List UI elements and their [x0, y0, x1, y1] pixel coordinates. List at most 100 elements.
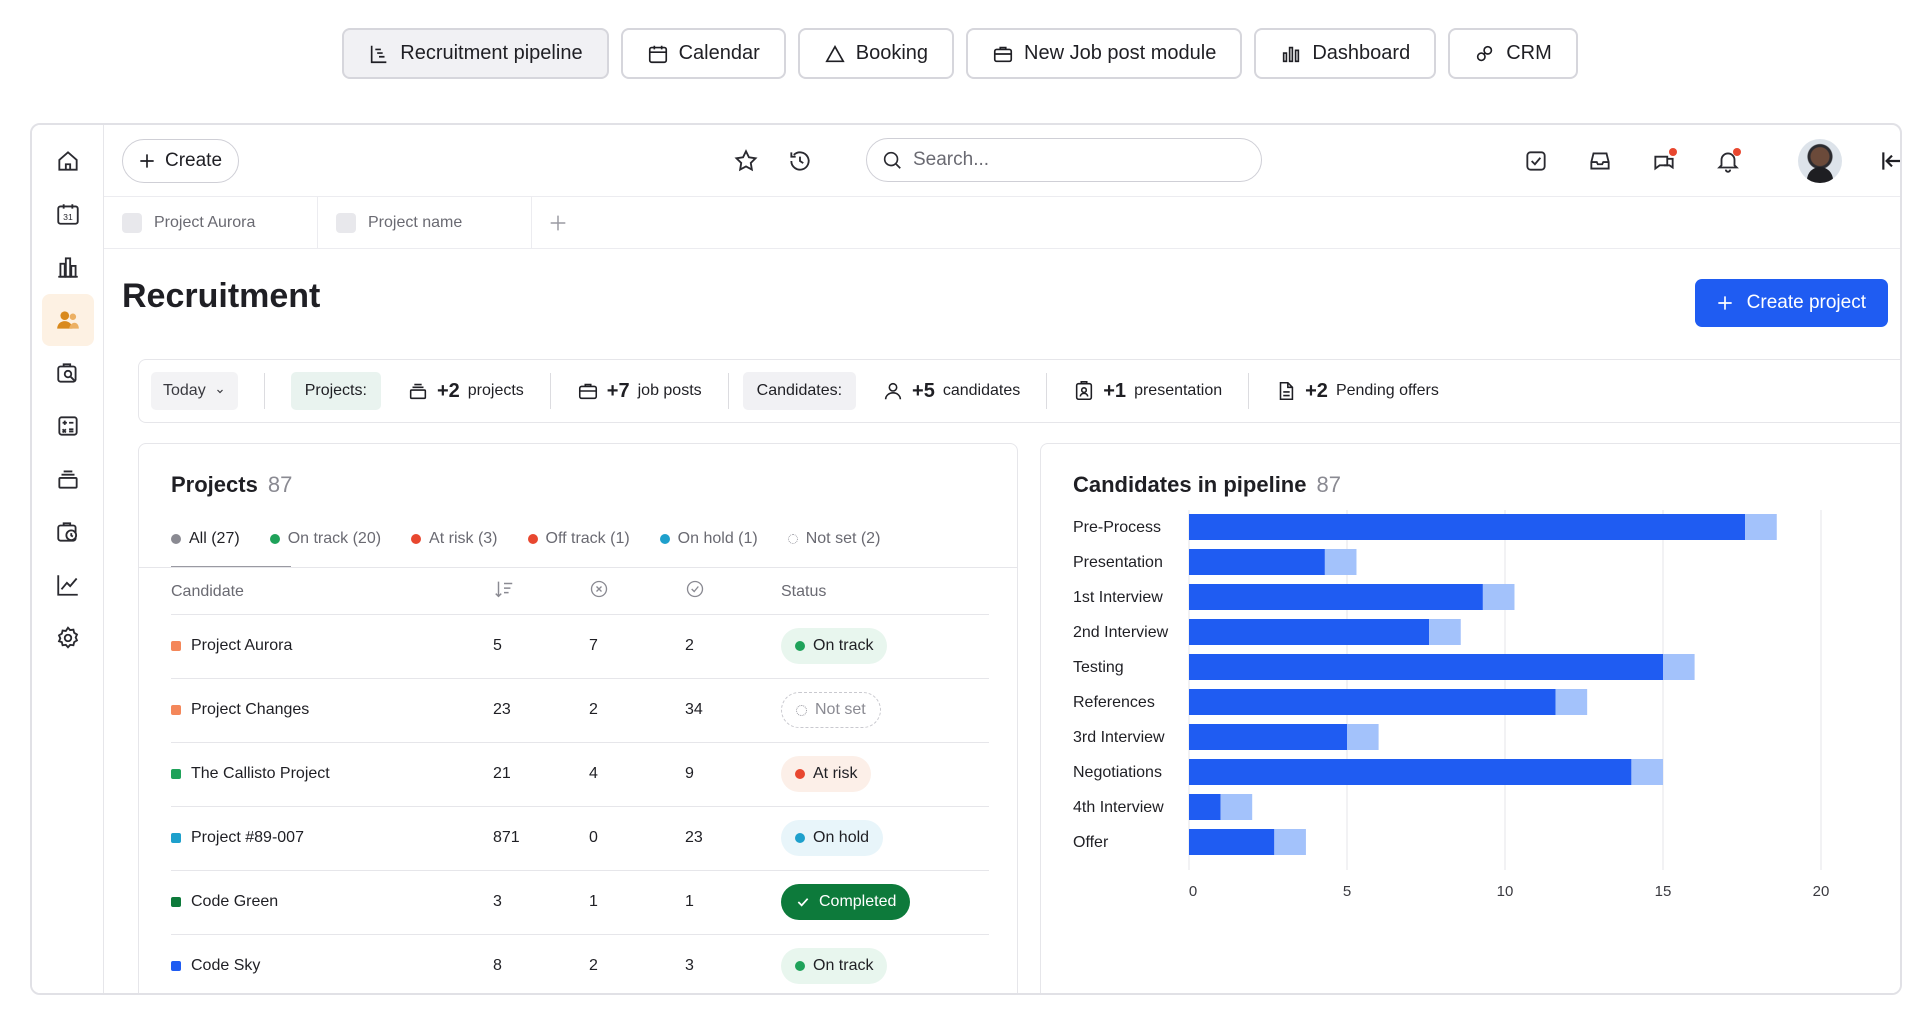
sidebar-item-calculator[interactable]: [42, 400, 94, 452]
pipeline-chart: 0 5 10 15 20 Pre-Process Presentation 1st Inter…: [1073, 510, 1829, 900]
cell-count-c: 3: [685, 934, 781, 993]
table-row[interactable]: Project Changes 23 2 34 Not set: [171, 678, 989, 743]
cell-count-b: 4: [589, 742, 685, 807]
stat-label: job posts: [637, 382, 702, 399]
search-input[interactable]: [913, 149, 1213, 171]
bar-secondary: [1429, 619, 1461, 645]
collapse-button[interactable]: [1874, 143, 1900, 179]
cell-status: Completed: [781, 870, 989, 935]
sidebar-item-settings[interactable]: [42, 612, 94, 664]
project-name[interactable]: Project #89-007: [191, 829, 304, 846]
table-row[interactable]: Project #89-007 871 0 23 On hold: [171, 806, 989, 871]
column-candidate[interactable]: Candidate: [171, 570, 493, 615]
cell-status: On track: [781, 614, 989, 679]
sidebar-item-calendar[interactable]: 31: [42, 188, 94, 240]
tab-recruitment-pipeline[interactable]: Recruitment pipeline: [342, 28, 609, 79]
status-badge[interactable]: At risk: [781, 756, 872, 792]
search-bar[interactable]: [866, 138, 1262, 182]
bar-primary: [1189, 829, 1275, 855]
stat-label: candidates: [942, 382, 1021, 399]
sidebar-item-timesheet[interactable]: [42, 506, 94, 558]
tab-crm[interactable]: CRM: [1448, 28, 1578, 79]
stat-new-projects[interactable]: +2 projects: [395, 380, 536, 403]
column-approved[interactable]: [685, 570, 781, 615]
filter-all[interactable]: All (27): [171, 530, 240, 548]
pipeline-card: Candidates in pipeline 87 0 5 10 15 20 Pre-Pro…: [1040, 443, 1900, 993]
project-name[interactable]: Code Green: [191, 893, 279, 910]
add-project-tab-button[interactable]: [532, 197, 584, 248]
project-color-swatch: [171, 641, 181, 651]
tab-label: CRM: [1506, 42, 1552, 64]
create-button[interactable]: Create: [122, 139, 240, 183]
projects-count: 87: [267, 472, 293, 497]
candidates-summary-label: Candidates:: [742, 372, 857, 410]
bar-primary: [1189, 619, 1430, 645]
cell-count-a: 21: [493, 742, 589, 807]
column-status[interactable]: Status: [781, 570, 989, 615]
pipeline-title: Candidates in pipeline: [1073, 472, 1307, 497]
stat-new-candidates[interactable]: +5 candidates: [870, 380, 1032, 403]
stat-new-presentation[interactable]: +1 presentation: [1061, 380, 1234, 403]
filter-divider: [139, 567, 1017, 568]
notifications-button[interactable]: [1710, 143, 1746, 179]
sidebar-item-search-candidates[interactable]: [42, 347, 94, 399]
x-circle-icon: [590, 581, 608, 598]
bar-secondary: [1324, 549, 1357, 575]
stat-new-job-posts[interactable]: +7 job posts: [565, 380, 714, 403]
inbox-button[interactable]: [1582, 143, 1618, 179]
sidebar-item-recruitment[interactable]: [42, 294, 94, 346]
bar-secondary: [1482, 584, 1515, 610]
table-row[interactable]: Code Sky 8 2 3 On track: [171, 934, 989, 993]
filter-on-track[interactable]: On track (20): [269, 530, 381, 548]
table-row[interactable]: The Callisto Project 21 4 9 At risk: [171, 742, 989, 807]
user-avatar[interactable]: [1798, 139, 1842, 183]
favorites-button[interactable]: [728, 143, 764, 179]
project-tab-name[interactable]: Project name: [318, 197, 532, 249]
filter-off-track[interactable]: Off track (1): [527, 530, 630, 548]
create-project-button[interactable]: Create project: [1694, 279, 1888, 327]
history-button[interactable]: [782, 143, 818, 179]
period-select[interactable]: Today: [151, 372, 238, 410]
calendar-icon: [648, 45, 667, 63]
tab-booking[interactable]: Booking: [797, 28, 955, 79]
pipeline-count: 87: [1316, 472, 1341, 497]
messages-button[interactable]: [1646, 143, 1682, 179]
column-sort[interactable]: [493, 570, 589, 615]
category-label: 3rd Interview: [1073, 729, 1165, 746]
buildings-icon: [58, 257, 78, 278]
messages-badge-dot: [1669, 148, 1677, 156]
sidebar-item-analytics[interactable]: [42, 559, 94, 611]
filter-dot: [411, 534, 422, 544]
status-badge[interactable]: On hold: [781, 820, 884, 856]
table-row[interactable]: Project Aurora 5 7 2 On track: [171, 614, 989, 679]
stat-pending-offers[interactable]: +2 Pending offers: [1263, 380, 1451, 403]
status-badge[interactable]: Completed: [781, 884, 911, 920]
project-tab-label: Project Aurora: [154, 214, 256, 231]
project-name[interactable]: Project Changes: [191, 701, 310, 718]
sidebar-item-stack[interactable]: [42, 453, 94, 505]
tab-new-job-post-module[interactable]: New Job post module: [966, 28, 1243, 79]
cell-status: Not set: [781, 678, 989, 743]
tasks-button[interactable]: [1518, 143, 1554, 179]
status-badge[interactable]: Not set: [781, 692, 881, 728]
tab-calendar[interactable]: Calendar: [620, 28, 786, 79]
filter-at-risk[interactable]: At risk (3): [411, 530, 498, 548]
column-rejected[interactable]: [589, 570, 685, 615]
filter-not-set[interactable]: Not set (2): [787, 530, 880, 548]
filter-on-hold[interactable]: On hold (1): [659, 530, 758, 548]
table-row[interactable]: Code Green 3 1 1 Completed: [171, 870, 989, 935]
sidebar-item-home[interactable]: [42, 135, 94, 187]
project-name[interactable]: Project Aurora: [191, 637, 293, 654]
cell-count-c: 2: [685, 614, 781, 679]
bar-secondary: [1274, 829, 1306, 855]
stat-label: projects: [467, 382, 524, 399]
tab-dashboard[interactable]: Dashboard: [1254, 28, 1437, 79]
category-label: 1st Interview: [1073, 589, 1163, 606]
status-badge[interactable]: On track: [781, 628, 888, 664]
status-badge[interactable]: On track: [781, 948, 888, 984]
project-name[interactable]: The Callisto Project: [191, 765, 330, 782]
project-color-swatch: [171, 833, 181, 843]
project-tab-aurora[interactable]: Project Aurora: [104, 197, 318, 249]
project-name[interactable]: Code Sky: [191, 957, 261, 974]
sidebar-item-companies[interactable]: [42, 241, 94, 293]
